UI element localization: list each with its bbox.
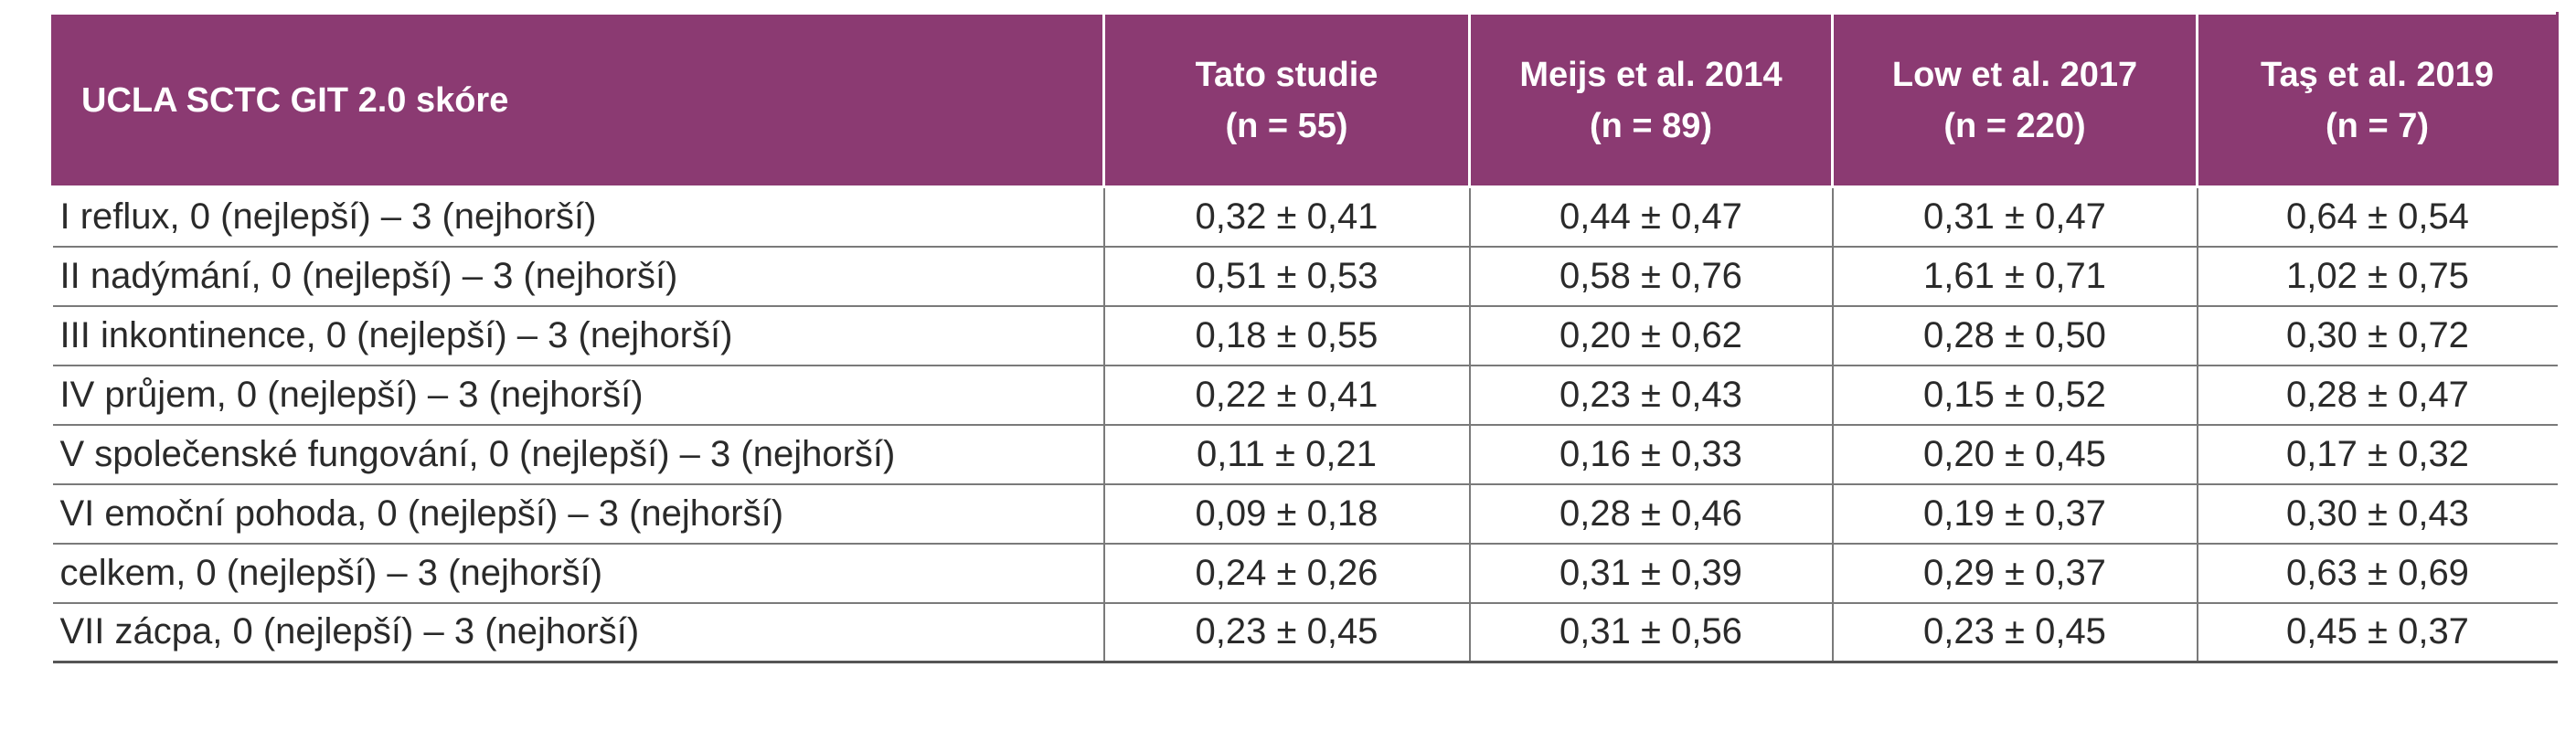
value-cell: 0,20 ± 0,45 xyxy=(1831,423,2198,485)
header-row: UCLA SCTC GIT 2.0 skóre Tato studie (n =… xyxy=(51,12,2559,188)
value-cell: 0,17 ± 0,32 xyxy=(2196,423,2558,485)
row-label: VII zácpa, 0 (nejlepší) – 3 (nejhorší) xyxy=(52,601,1105,663)
header-meijs-2014: Meijs et al. 2014 (n = 89) xyxy=(1468,12,1834,188)
table-row: VI emoční pohoda, 0 (nejlepší) – 3 (nejh… xyxy=(52,482,2558,545)
git-score-comparison-table: UCLA SCTC GIT 2.0 skóre Tato studie (n =… xyxy=(51,12,2559,663)
value-cell: 0,31 ± 0,39 xyxy=(1468,542,1834,604)
value-cell: 0,30 ± 0,43 xyxy=(2196,482,2558,545)
value-cell: 0,30 ± 0,72 xyxy=(2196,304,2558,366)
table-row: I reflux, 0 (nejlepší) – 3 (nejhorší) 0,… xyxy=(52,185,2558,248)
value-cell: 0,32 ± 0,41 xyxy=(1102,185,1471,248)
value-cell: 0,23 ± 0,43 xyxy=(1468,364,1834,426)
row-label: celkem, 0 (nejlepší) – 3 (nejhorší) xyxy=(52,542,1105,604)
value-cell: 0,45 ± 0,37 xyxy=(2196,601,2558,663)
header-tas-2019: Taş et al. 2019 (n = 7) xyxy=(2196,12,2559,188)
value-cell: 0,31 ± 0,47 xyxy=(1831,185,2198,248)
value-cell: 0,19 ± 0,37 xyxy=(1831,482,2198,545)
header-study-name: Tato studie xyxy=(1195,55,1378,94)
row-label: III inkontinence, 0 (nejlepší) – 3 (nejh… xyxy=(52,304,1105,366)
table-row: VII zácpa, 0 (nejlepší) – 3 (nejhorší) 0… xyxy=(52,601,2558,663)
value-cell: 0,22 ± 0,41 xyxy=(1102,364,1471,426)
table-row: II nadýmání, 0 (nejlepší) – 3 (nejhorší)… xyxy=(52,245,2558,307)
value-cell: 0,29 ± 0,37 xyxy=(1831,542,2198,604)
value-cell: 0,51 ± 0,53 xyxy=(1102,245,1471,307)
table-row: III inkontinence, 0 (nejlepší) – 3 (nejh… xyxy=(52,304,2558,366)
value-cell: 1,61 ± 0,71 xyxy=(1831,245,2198,307)
value-cell: 0,58 ± 0,76 xyxy=(1468,245,1834,307)
table-header: UCLA SCTC GIT 2.0 skóre Tato studie (n =… xyxy=(51,12,2559,188)
value-cell: 0,28 ± 0,46 xyxy=(1468,482,1834,545)
header-study-name: Meijs et al. 2014 xyxy=(1519,55,1783,94)
header-label: UCLA SCTC GIT 2.0 skóre xyxy=(81,80,509,120)
value-cell: 0,11 ± 0,21 xyxy=(1102,423,1471,485)
value-cell: 0,18 ± 0,55 xyxy=(1102,304,1471,366)
header-sample-size: (n = 220) xyxy=(1943,106,2086,145)
header-sample-size: (n = 7) xyxy=(2326,106,2429,145)
value-cell: 0,23 ± 0,45 xyxy=(1831,601,2198,663)
row-label: I reflux, 0 (nejlepší) – 3 (nejhorší) xyxy=(52,185,1105,248)
header-this-study: Tato studie (n = 55) xyxy=(1102,12,1471,188)
row-label: V společenské fungování, 0 (nejlepší) – … xyxy=(52,423,1105,485)
table-body: I reflux, 0 (nejlepší) – 3 (nejhorší) 0,… xyxy=(52,185,2558,663)
value-cell: 0,28 ± 0,50 xyxy=(1831,304,2198,366)
table-row: V společenské fungování, 0 (nejlepší) – … xyxy=(52,423,2558,485)
row-label: IV průjem, 0 (nejlepší) – 3 (nejhorší) xyxy=(52,364,1105,426)
value-cell: 0,20 ± 0,62 xyxy=(1468,304,1834,366)
value-cell: 0,23 ± 0,45 xyxy=(1102,601,1471,663)
results-table-container: UCLA SCTC GIT 2.0 skóre Tato studie (n =… xyxy=(51,12,2559,663)
value-cell: 0,16 ± 0,33 xyxy=(1468,423,1834,485)
header-sample-size: (n = 89) xyxy=(1589,106,1713,145)
value-cell: 0,24 ± 0,26 xyxy=(1102,542,1471,604)
value-cell: 0,09 ± 0,18 xyxy=(1102,482,1471,545)
table-row: IV průjem, 0 (nejlepší) – 3 (nejhorší) 0… xyxy=(52,364,2558,426)
header-study-name: Low et al. 2017 xyxy=(1891,55,2138,94)
row-label: VI emoční pohoda, 0 (nejlepší) – 3 (nejh… xyxy=(52,482,1105,545)
header-score-name: UCLA SCTC GIT 2.0 skóre xyxy=(51,12,1105,188)
header-sample-size: (n = 55) xyxy=(1225,106,1348,145)
value-cell: 0,31 ± 0,56 xyxy=(1468,601,1834,663)
value-cell: 0,28 ± 0,47 xyxy=(2196,364,2558,426)
value-cell: 0,44 ± 0,47 xyxy=(1468,185,1834,248)
header-low-2017: Low et al. 2017 (n = 220) xyxy=(1831,12,2198,188)
value-cell: 0,63 ± 0,69 xyxy=(2196,542,2558,604)
value-cell: 0,15 ± 0,52 xyxy=(1831,364,2198,426)
table-row: celkem, 0 (nejlepší) – 3 (nejhorší) 0,24… xyxy=(52,542,2558,604)
header-study-name: Taş et al. 2019 xyxy=(2261,55,2494,94)
value-cell: 1,02 ± 0,75 xyxy=(2196,245,2558,307)
value-cell: 0,64 ± 0,54 xyxy=(2196,185,2558,248)
row-label: II nadýmání, 0 (nejlepší) – 3 (nejhorší) xyxy=(52,245,1105,307)
